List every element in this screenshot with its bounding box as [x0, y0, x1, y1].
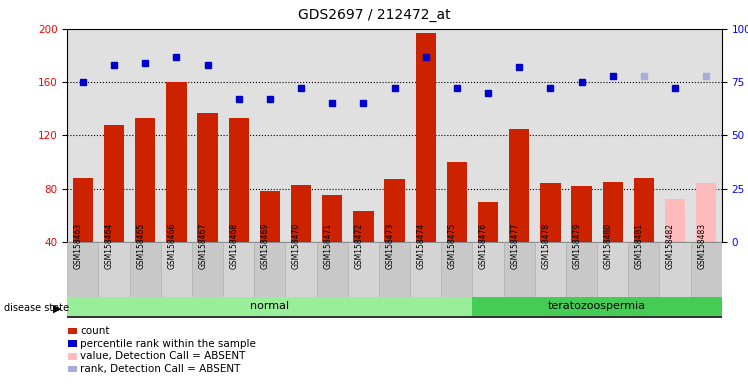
Text: percentile rank within the sample: percentile rank within the sample	[80, 339, 256, 349]
Bar	[509, 129, 530, 295]
Bar	[68, 340, 76, 347]
Bar	[384, 179, 405, 295]
Bar	[73, 178, 93, 295]
Bar	[348, 242, 379, 298]
Bar	[353, 211, 373, 295]
Bar	[478, 202, 498, 295]
Text: GSM158475: GSM158475	[448, 223, 457, 270]
Text: teratozoospermia: teratozoospermia	[548, 301, 646, 311]
Bar	[286, 242, 316, 298]
Text: normal: normal	[251, 301, 289, 311]
Text: GSM158468: GSM158468	[230, 223, 239, 270]
Text: GSM158469: GSM158469	[261, 223, 270, 270]
Bar	[634, 178, 654, 295]
Text: GSM158466: GSM158466	[168, 223, 177, 270]
Bar	[473, 297, 722, 316]
Text: rank, Detection Call = ABSENT: rank, Detection Call = ABSENT	[80, 364, 240, 374]
Text: GSM158471: GSM158471	[323, 223, 332, 270]
Text: GSM158472: GSM158472	[355, 223, 364, 270]
Bar	[379, 242, 410, 298]
Bar	[223, 242, 254, 298]
Text: GSM158473: GSM158473	[385, 223, 394, 270]
Text: disease state: disease state	[4, 303, 69, 313]
Text: GSM158483: GSM158483	[697, 223, 706, 270]
Bar	[67, 242, 99, 298]
Bar	[291, 185, 311, 295]
Text: GSM158476: GSM158476	[479, 223, 488, 270]
Bar	[99, 242, 129, 298]
Text: GSM158479: GSM158479	[572, 223, 581, 270]
Bar	[129, 242, 161, 298]
Bar	[260, 191, 280, 295]
Bar	[166, 82, 186, 295]
Text: GSM158467: GSM158467	[198, 223, 207, 270]
Bar	[197, 113, 218, 295]
Bar	[441, 242, 473, 298]
Bar	[535, 242, 566, 298]
Bar	[540, 183, 560, 295]
Bar	[104, 125, 124, 295]
Bar	[316, 242, 348, 298]
Bar	[410, 242, 441, 298]
Text: GSM158464: GSM158464	[105, 223, 114, 270]
Bar	[665, 199, 685, 295]
Bar	[690, 242, 722, 298]
Bar	[68, 353, 76, 360]
Bar	[473, 242, 503, 298]
Bar	[192, 242, 223, 298]
Text: GSM158474: GSM158474	[417, 223, 426, 270]
Bar	[416, 33, 436, 295]
Bar	[566, 242, 597, 298]
Bar	[660, 242, 690, 298]
Bar	[254, 242, 286, 298]
Text: GDS2697 / 212472_at: GDS2697 / 212472_at	[298, 8, 450, 22]
Text: GSM158465: GSM158465	[136, 223, 145, 270]
Text: count: count	[80, 326, 109, 336]
Text: GSM158481: GSM158481	[635, 223, 644, 269]
Text: GSM158477: GSM158477	[510, 223, 519, 270]
Bar	[135, 118, 156, 295]
Bar	[229, 118, 249, 295]
Bar	[68, 366, 76, 372]
Bar	[503, 242, 535, 298]
Bar	[628, 242, 660, 298]
Text: GSM158463: GSM158463	[74, 223, 83, 270]
Bar	[696, 183, 717, 295]
Bar	[597, 242, 628, 298]
Text: value, Detection Call = ABSENT: value, Detection Call = ABSENT	[80, 351, 245, 361]
Text: GSM158478: GSM158478	[542, 223, 551, 270]
Bar	[603, 182, 623, 295]
Bar	[161, 242, 192, 298]
Text: GSM158480: GSM158480	[604, 223, 613, 270]
Bar	[571, 186, 592, 295]
Bar	[322, 195, 343, 295]
Text: GSM158482: GSM158482	[666, 223, 675, 269]
Bar	[67, 297, 473, 316]
Bar	[447, 162, 467, 295]
Text: GSM158470: GSM158470	[292, 223, 301, 270]
Bar	[68, 328, 76, 334]
Text: ▶: ▶	[53, 303, 61, 313]
